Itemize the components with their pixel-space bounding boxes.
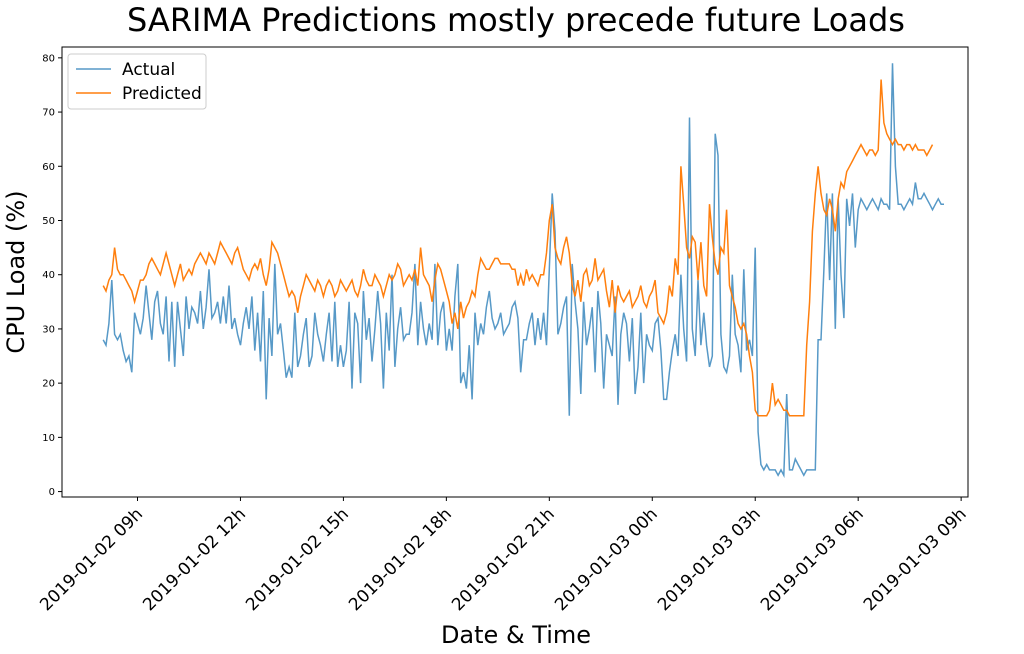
- y-tick-label: 80: [42, 53, 55, 64]
- x-tick-label: 2019-01-03 00h: [551, 504, 662, 615]
- legend-label-actual: Actual: [122, 60, 175, 80]
- x-tick-label: 2019-01-03 03h: [654, 504, 765, 615]
- y-tick-label: 10: [42, 433, 55, 444]
- x-tick-label: 2019-01-02 18h: [345, 504, 456, 615]
- legend: Actual Predicted: [67, 53, 207, 110]
- x-tick-label: 2019-01-03 06h: [757, 504, 868, 615]
- chart-title: SARIMA Predictions mostly precede future…: [127, 1, 905, 39]
- x-axis-label: Date & Time: [441, 621, 591, 649]
- plot-area-frame: [61, 46, 969, 498]
- y-tick-label: 60: [42, 162, 55, 173]
- y-tick-label: 70: [42, 108, 55, 119]
- series-line-predicted: [102, 79, 934, 417]
- y-axis-label: CPU Load (%): [2, 190, 30, 353]
- y-axis: 0 10 20 30 40 50 60 70 80: [42, 53, 62, 498]
- legend-box: [67, 53, 207, 110]
- x-tick-label: 2019-01-02 21h: [448, 504, 559, 615]
- x-tick-label: 2019-01-03 09h: [860, 504, 971, 615]
- plot-lines: [102, 63, 944, 479]
- y-tick-label: 40: [42, 270, 55, 281]
- series-line-actual: [102, 63, 944, 479]
- x-tick-label: 2019-01-02 12h: [139, 504, 250, 615]
- x-tick-label: 2019-01-02 09h: [36, 504, 147, 615]
- legend-label-predicted: Predicted: [122, 84, 202, 104]
- y-tick-label: 50: [42, 216, 55, 227]
- y-tick-label: 20: [42, 379, 55, 390]
- y-tick-label: 30: [42, 324, 55, 335]
- x-tick-label: 2019-01-02 15h: [242, 504, 353, 615]
- y-tick-label: 0: [49, 487, 55, 498]
